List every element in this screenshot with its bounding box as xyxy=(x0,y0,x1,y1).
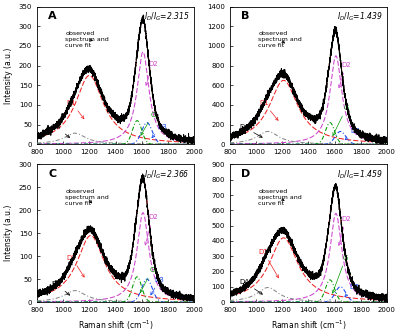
Text: observed
spectrum and
curve fit: observed spectrum and curve fit xyxy=(258,189,302,206)
Text: $I_{D}/I_{G}$=1.459: $I_{D}/I_{G}$=1.459 xyxy=(337,169,382,181)
Text: C: C xyxy=(48,169,56,179)
Text: D2: D2 xyxy=(146,60,158,85)
Text: D4: D4 xyxy=(240,279,262,294)
Text: $I_{D}/I_{G}$=1.439: $I_{D}/I_{G}$=1.439 xyxy=(337,11,382,23)
Text: A: A xyxy=(48,11,57,21)
Y-axis label: Intensity (a.u.): Intensity (a.u.) xyxy=(4,47,13,103)
Text: G: G xyxy=(333,105,349,136)
X-axis label: Raman shift (cm$^{-1}$): Raman shift (cm$^{-1}$) xyxy=(78,319,153,332)
Text: observed
spectrum and
curve fit: observed spectrum and curve fit xyxy=(65,189,109,206)
Text: D3: D3 xyxy=(151,277,165,295)
Text: observed
spectrum and
curve fit: observed spectrum and curve fit xyxy=(258,32,302,48)
Text: D1: D1 xyxy=(259,249,278,278)
Text: D3: D3 xyxy=(345,284,359,297)
Text: D1: D1 xyxy=(259,100,278,120)
Text: D3: D3 xyxy=(152,124,167,138)
Text: D1: D1 xyxy=(67,255,84,277)
Text: D4: D4 xyxy=(51,281,70,295)
Y-axis label: Intensity (a.u.): Intensity (a.u.) xyxy=(4,205,13,261)
Text: D1: D1 xyxy=(67,100,84,119)
Text: observed
spectrum and
curve fit: observed spectrum and curve fit xyxy=(65,32,109,48)
Text: G: G xyxy=(332,255,348,293)
X-axis label: Raman shift (cm$^{-1}$): Raman shift (cm$^{-1}$) xyxy=(271,319,346,332)
Text: D2: D2 xyxy=(338,61,351,88)
Text: $I_{D}/I_{G}$=2.366: $I_{D}/I_{G}$=2.366 xyxy=(144,169,189,181)
Text: D4: D4 xyxy=(51,124,70,137)
Text: B: B xyxy=(241,11,249,21)
Text: $I_{D}/I_{G}$=2.315: $I_{D}/I_{G}$=2.315 xyxy=(144,11,189,23)
Text: D3: D3 xyxy=(345,128,360,139)
Text: D: D xyxy=(241,169,250,179)
Text: G: G xyxy=(140,267,155,293)
Text: D4: D4 xyxy=(239,124,262,137)
Text: D2: D2 xyxy=(338,216,351,245)
Text: D2: D2 xyxy=(145,214,158,245)
Text: G: G xyxy=(141,112,156,135)
